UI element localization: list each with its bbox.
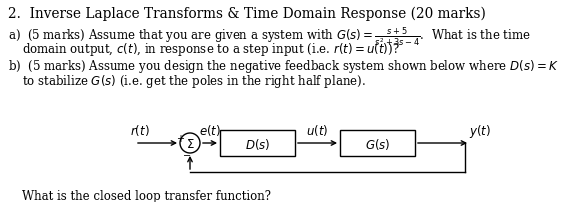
FancyBboxPatch shape xyxy=(220,130,295,156)
Text: $y(t)$: $y(t)$ xyxy=(469,122,491,140)
Text: $u(t)$: $u(t)$ xyxy=(306,123,329,139)
Text: $\Sigma$: $\Sigma$ xyxy=(186,138,194,150)
Text: 2.  Inverse Laplace Transforms & Time Domain Response (20 marks): 2. Inverse Laplace Transforms & Time Dom… xyxy=(8,7,486,21)
Text: What is the closed loop transfer function?: What is the closed loop transfer functio… xyxy=(22,190,271,202)
Text: a)  (5 marks) Assume that you are given a system with $G(s) = \frac{s+5}{s^2+3s-: a) (5 marks) Assume that you are given a… xyxy=(8,26,531,49)
Text: $G(s)$: $G(s)$ xyxy=(365,137,390,152)
Text: domain output, $c(t)$, in response to a step input (i.e. $r(t) = u(t)$)?: domain output, $c(t)$, in response to a … xyxy=(22,41,400,58)
Circle shape xyxy=(180,133,200,153)
Text: $e(t)$: $e(t)$ xyxy=(199,123,221,139)
Text: $D(s)$: $D(s)$ xyxy=(245,137,270,152)
Text: $r(t)$: $r(t)$ xyxy=(130,123,150,139)
Text: b)  (5 marks) Assume you design the negative feedback system shown below where $: b) (5 marks) Assume you design the negat… xyxy=(8,58,559,75)
FancyBboxPatch shape xyxy=(340,130,415,156)
Text: $+$: $+$ xyxy=(176,134,186,144)
Text: to stabilize $G(s)$ (i.e. get the poles in the right half plane).: to stabilize $G(s)$ (i.e. get the poles … xyxy=(22,73,366,90)
Text: $-$: $-$ xyxy=(183,150,191,160)
